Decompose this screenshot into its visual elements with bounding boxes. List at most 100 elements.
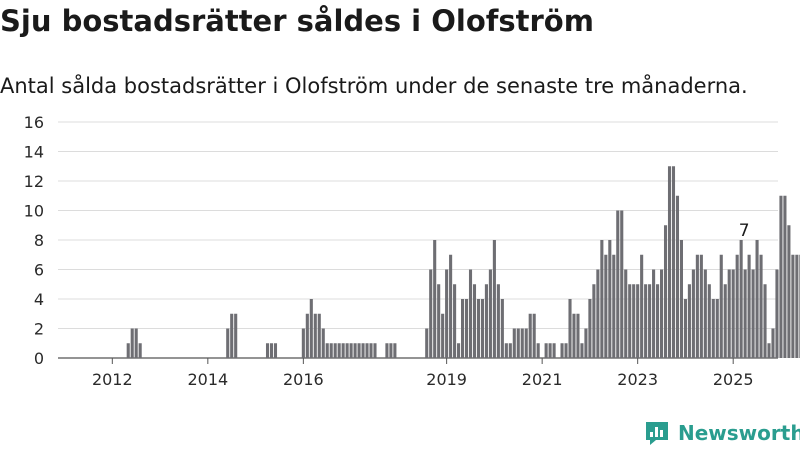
bar — [532, 313, 536, 358]
bar — [349, 343, 353, 358]
bar — [126, 343, 130, 358]
bar — [624, 269, 628, 358]
bar — [325, 343, 329, 358]
bar — [576, 313, 580, 358]
bar — [301, 328, 305, 358]
bar — [337, 343, 341, 358]
bar — [333, 343, 337, 358]
y-tick-label: 2 — [34, 320, 44, 339]
bar — [357, 343, 361, 358]
bar — [536, 343, 540, 358]
bar — [715, 299, 719, 358]
bar — [130, 328, 134, 358]
bar — [711, 299, 715, 358]
bar — [791, 254, 795, 358]
y-tick-label: 16 — [24, 113, 44, 132]
bar — [528, 313, 532, 358]
bar — [484, 284, 488, 358]
bar — [516, 328, 520, 358]
bar — [660, 269, 664, 358]
bar — [683, 299, 687, 358]
x-tick-label: 2014 — [187, 370, 228, 389]
bar — [393, 343, 397, 358]
bar — [329, 343, 333, 358]
bar — [691, 269, 695, 358]
bar — [763, 284, 767, 358]
bar — [596, 269, 600, 358]
page-subtitle: Antal sålda bostadsrätter i Olofström un… — [0, 74, 748, 98]
bar — [437, 284, 441, 358]
x-tick-label: 2016 — [283, 370, 324, 389]
bar — [512, 328, 516, 358]
bar — [652, 269, 656, 358]
bar — [520, 328, 524, 358]
bar — [795, 254, 799, 358]
bar — [385, 343, 389, 358]
newsworthy-logo: Newsworthy — [644, 420, 800, 446]
bar — [572, 313, 576, 358]
bar — [675, 195, 680, 358]
bar — [644, 284, 648, 358]
bar — [345, 343, 349, 358]
bar — [309, 299, 313, 358]
bar — [365, 343, 369, 358]
bar — [620, 210, 624, 358]
bar — [592, 284, 596, 358]
bar — [727, 269, 731, 358]
bar — [588, 299, 592, 358]
bar — [564, 343, 568, 358]
bar — [496, 284, 500, 358]
bar — [699, 254, 703, 358]
bar — [500, 299, 504, 358]
bar — [369, 343, 373, 358]
bar — [425, 328, 429, 358]
bar — [679, 240, 683, 358]
bar — [453, 284, 457, 358]
bar — [552, 343, 556, 358]
bar — [604, 254, 608, 358]
bar — [445, 269, 449, 358]
bar — [723, 284, 727, 358]
bar — [775, 269, 779, 358]
y-tick-label: 8 — [34, 231, 44, 250]
bar — [731, 269, 735, 358]
bar — [353, 343, 357, 358]
bar — [492, 240, 496, 358]
bar — [321, 328, 325, 358]
bar — [608, 240, 612, 358]
bar — [656, 284, 660, 358]
bar — [226, 328, 230, 358]
y-tick-label: 6 — [34, 261, 44, 280]
y-tick-label: 12 — [24, 172, 44, 191]
bar — [640, 254, 644, 358]
bar — [548, 343, 552, 358]
bar — [265, 343, 270, 358]
x-tick-label: 2019 — [426, 370, 467, 389]
bar — [361, 343, 365, 358]
x-tick-label: 2012 — [92, 370, 133, 389]
bar — [743, 269, 747, 358]
x-tick-label: 2023 — [617, 370, 658, 389]
bar — [584, 328, 588, 358]
newsworthy-logo-text: Newsworthy — [678, 421, 800, 445]
bar — [305, 313, 309, 358]
bar — [648, 284, 652, 358]
bar — [671, 166, 676, 358]
bar — [461, 299, 465, 358]
bar — [317, 313, 321, 358]
bar — [457, 343, 461, 358]
y-tick-label: 14 — [24, 143, 44, 162]
bar — [747, 254, 751, 358]
bar — [429, 269, 433, 358]
bar — [234, 313, 238, 358]
bar — [373, 343, 377, 358]
bar — [472, 284, 477, 358]
bar — [544, 343, 548, 358]
bar — [751, 269, 755, 358]
bar — [687, 284, 691, 358]
bar — [695, 254, 699, 358]
bar — [468, 269, 473, 358]
bar — [560, 343, 564, 358]
bar — [476, 299, 481, 358]
bar — [767, 343, 771, 358]
